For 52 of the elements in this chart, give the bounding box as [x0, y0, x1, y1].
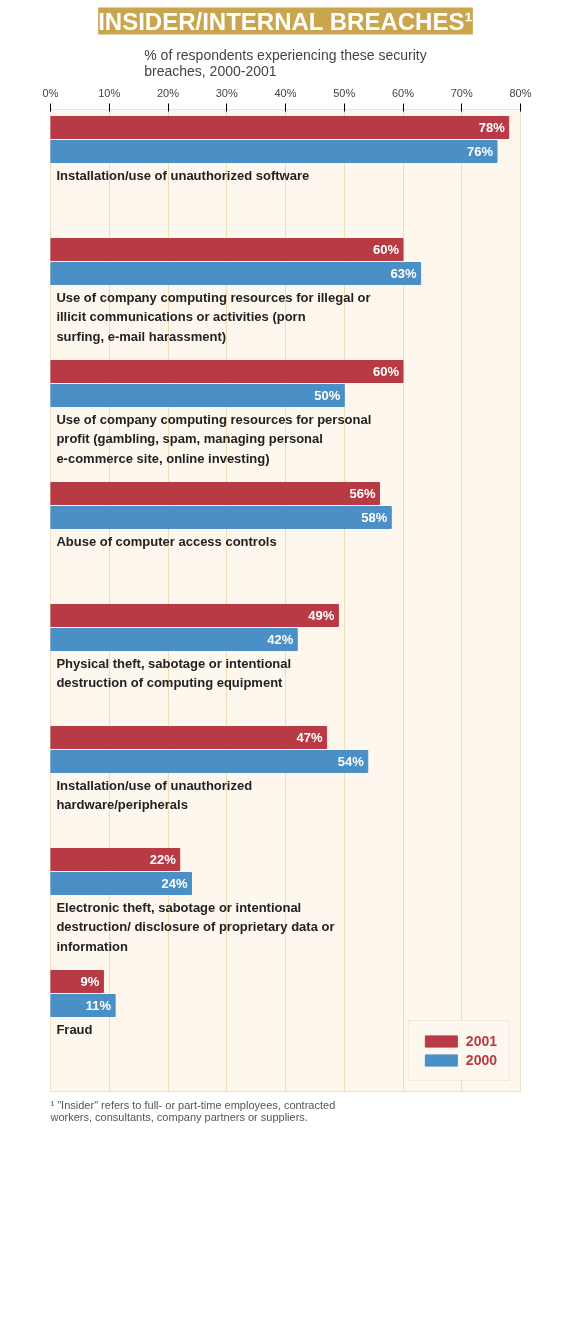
- x-tick-label: 50%: [333, 86, 356, 99]
- legend-label: 2001: [465, 1033, 497, 1049]
- y-tick-label: Use of company computing resources for illegal or illicit communications or activities (porn surfing, e-mail harassment): [56, 289, 371, 344]
- bar: [50, 482, 380, 505]
- y-tick-label: Abuse of computer access controls: [56, 533, 277, 549]
- y-tick-label: Electronic theft, sabotage or intentional destruction/ disclosure of proprietary data or information: [56, 899, 335, 954]
- bar: [50, 750, 369, 773]
- bar: [50, 848, 181, 871]
- x-tick-label: 20%: [156, 86, 180, 99]
- text: ¹ "Insider" refers to full- or part-time employees, contracted workers, consultants, company partners or suppliers.: [49, 1098, 336, 1123]
- data-label: 76%: [466, 144, 494, 159]
- chart-subtitle: % of respondents experiencing these security breaches, 2000-2001: [144, 46, 427, 79]
- bar: [50, 384, 345, 407]
- bar: [50, 872, 192, 895]
- data-label: 47%: [296, 730, 324, 745]
- data-label: 22%: [149, 852, 177, 867]
- y-tick-label: Use of company computing resources for personal profit (gambling, spam, managing personal e-commerce site, online investing): [56, 411, 372, 466]
- bar: [50, 506, 392, 529]
- data-label: 60%: [372, 242, 400, 257]
- data-label: 54%: [337, 754, 365, 769]
- data-label: 50%: [314, 388, 341, 403]
- bar: [50, 140, 498, 163]
- x-tick-label: 40%: [274, 86, 297, 99]
- data-label: 24%: [161, 876, 188, 891]
- y-tick-label: Physical theft, sabotage or intentional destruction of computing equipment: [56, 655, 292, 690]
- data-label: 58%: [361, 510, 388, 525]
- bar: [50, 262, 422, 285]
- bar: [50, 628, 298, 651]
- x-tick-label: 60%: [391, 86, 415, 99]
- data-label: 63%: [390, 266, 418, 281]
- bar: [50, 726, 328, 749]
- chart-title: INSIDER/INTERNAL BREACHES¹: [98, 7, 473, 35]
- bar: [50, 360, 404, 383]
- y-tick-label: Installation/use of unauthorized hardware/peripherals: [56, 777, 253, 812]
- bar: [50, 238, 404, 261]
- bar: [50, 116, 510, 139]
- data-label: 60%: [372, 364, 400, 379]
- data-label: 42%: [267, 632, 294, 647]
- y-tick-label: Fraud: [56, 1021, 93, 1037]
- x-tick-label: 80%: [509, 86, 532, 99]
- data-label: 56%: [349, 486, 376, 501]
- x-tick-label: 10%: [98, 86, 121, 99]
- y-tick-label: Installation/use of unauthorized software: [56, 167, 310, 183]
- data-label: 78%: [478, 120, 506, 135]
- bar: [50, 604, 339, 627]
- data-label: 11%: [85, 998, 112, 1013]
- legend-label: 2000: [465, 1052, 497, 1068]
- data-label: 49%: [308, 608, 335, 623]
- x-tick-label: 70%: [450, 86, 473, 99]
- x-tick-label: 0%: [42, 86, 59, 99]
- data-label: 9%: [80, 974, 100, 989]
- x-tick-label: 30%: [215, 86, 238, 99]
